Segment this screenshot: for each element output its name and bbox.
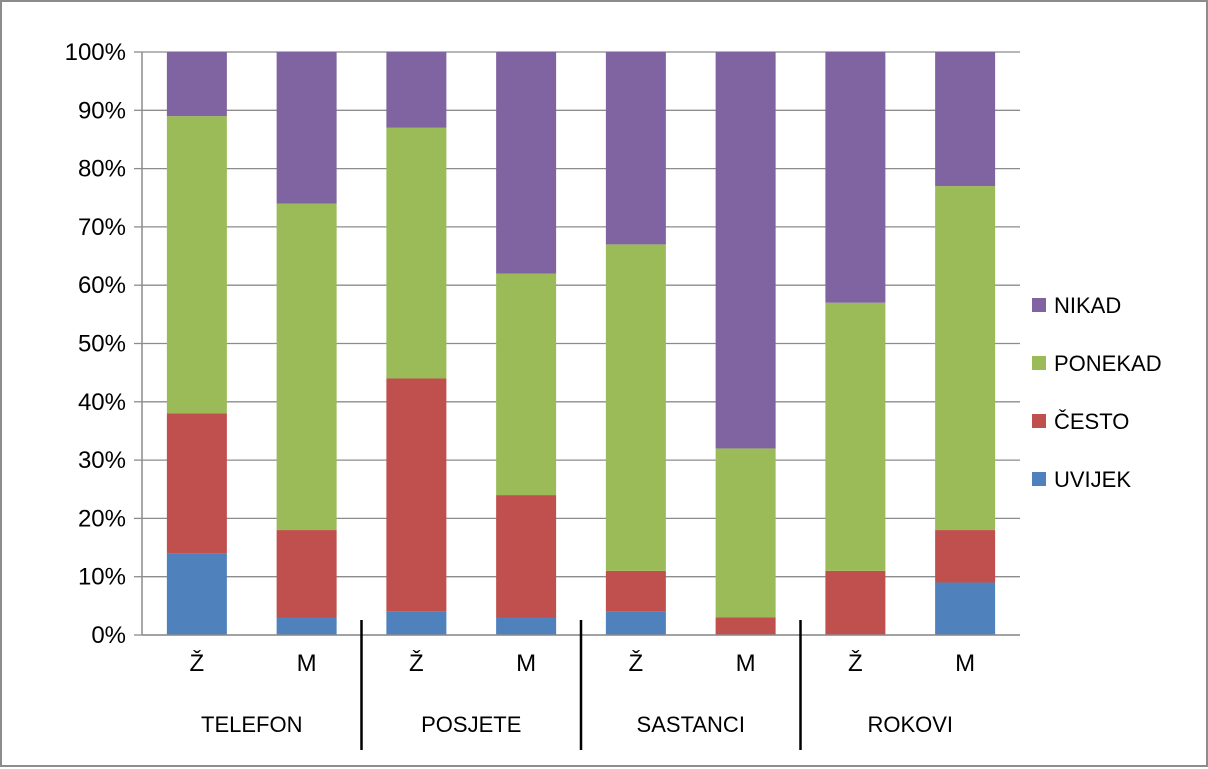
bar-segment-ponekad: [825, 302, 886, 571]
bars: [166, 52, 996, 635]
x-tick-label: Ž: [190, 650, 205, 677]
x-tick-label: Ž: [629, 650, 644, 677]
bar-segment-nikad: [166, 52, 227, 117]
bar-segment-nikad: [276, 52, 337, 204]
bar-segment-uvijek: [166, 553, 227, 635]
axes: 0% 10% 20% 30% 40% 50% 60% 70% 80% 90% 100% Ž M Ž M Ž M Ž…: [65, 39, 1020, 750]
bar-segment-nikad: [825, 52, 886, 303]
bar-segment-često: [496, 495, 557, 618]
group-label: SASTANCI: [637, 712, 745, 737]
legend-swatch: [1032, 414, 1046, 428]
legend-label: ČESTO: [1054, 409, 1129, 434]
bar-segment-ponekad: [166, 116, 227, 414]
bar-segment-često: [825, 570, 886, 635]
bar-segment-uvijek: [935, 582, 996, 635]
bar-segment-često: [605, 570, 666, 612]
y-tick-label: 30%: [78, 447, 126, 474]
x-tick-label: M: [516, 650, 536, 677]
bar-segment-ponekad: [496, 273, 557, 496]
bar-segment-ponekad: [276, 203, 337, 531]
x-tick-label: Ž: [409, 650, 424, 677]
bar-segment-ponekad: [605, 244, 666, 571]
y-tick-label: 100%: [65, 39, 126, 66]
y-tick-label: 20%: [78, 505, 126, 532]
y-tick-label: 70%: [78, 214, 126, 241]
group-label: TELEFON: [201, 712, 302, 737]
legend-swatch: [1032, 298, 1046, 312]
legend: NIKAD PONEKAD ČESTO UVIJEK: [1032, 293, 1162, 492]
group-label: ROKOVI: [867, 712, 953, 737]
bar-segment-nikad: [935, 52, 996, 187]
y-tick-label: 0%: [91, 622, 126, 649]
bar-segment-često: [276, 530, 337, 618]
bar-segment-često: [166, 413, 227, 554]
y-tick-label: 40%: [78, 389, 126, 416]
bar-segment-uvijek: [386, 611, 447, 635]
legend-swatch: [1032, 356, 1046, 370]
bar-segment-ponekad: [935, 186, 996, 531]
y-tick-label: 80%: [78, 156, 126, 183]
legend-swatch: [1032, 472, 1046, 486]
bar-segment-uvijek: [496, 617, 557, 635]
x-tick-label: M: [736, 650, 756, 677]
x-tick-label: M: [297, 650, 317, 677]
bar-segment-uvijek: [276, 617, 337, 635]
gridlines: [142, 51, 1020, 636]
legend-label: UVIJEK: [1054, 467, 1131, 492]
legend-label: PONEKAD: [1054, 351, 1162, 376]
y-tick-label: 90%: [78, 97, 126, 124]
bar-segment-ponekad: [386, 127, 447, 379]
x-tick-label: Ž: [848, 650, 863, 677]
bar-segment-nikad: [715, 52, 776, 449]
bar-segment-ponekad: [715, 448, 776, 618]
bar-segment-nikad: [605, 52, 666, 245]
bar-segment-nikad: [386, 52, 447, 128]
x-tick-label: M: [955, 650, 975, 677]
bar-segment-uvijek: [605, 611, 666, 635]
group-label: POSJETE: [421, 712, 521, 737]
bar-segment-često: [715, 617, 776, 635]
bar-segment-često: [386, 378, 447, 612]
y-tick-label: 60%: [78, 272, 126, 299]
y-tick-label: 50%: [78, 331, 126, 358]
y-tick-label: 10%: [78, 564, 126, 591]
legend-label: NIKAD: [1054, 293, 1121, 318]
bar-segment-nikad: [496, 52, 557, 274]
bar-segment-često: [935, 530, 996, 583]
